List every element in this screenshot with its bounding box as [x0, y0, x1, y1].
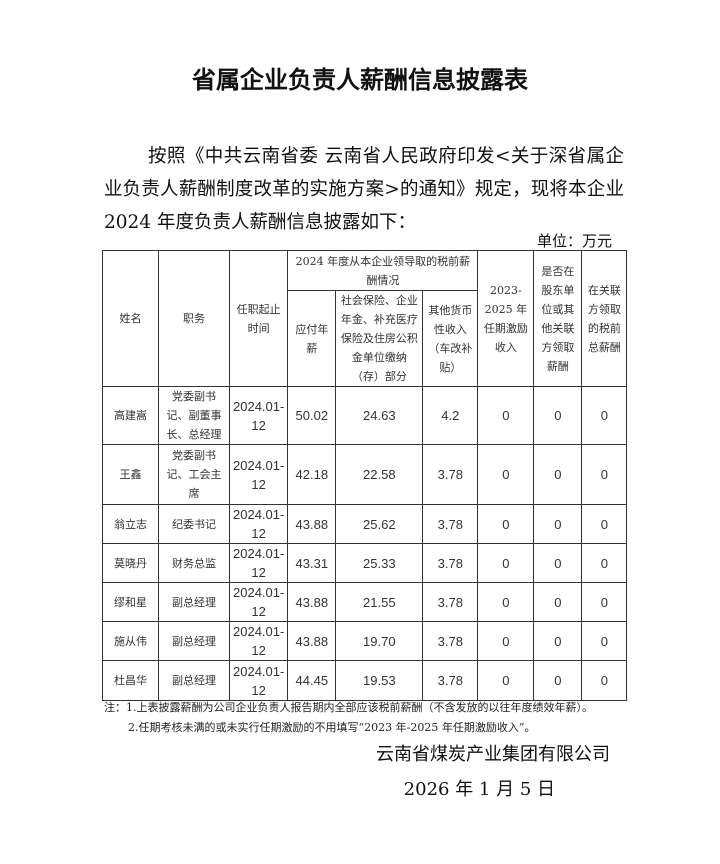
unit-label: 单位：万元	[536, 232, 612, 250]
cell-incentive: 0	[477, 444, 535, 505]
table-row: 莫晓丹 财务总监 2024.01-12 43.31 25.33 3.78 0 0 0	[102, 543, 628, 583]
cell-other: 3.78	[422, 444, 479, 505]
cell-name: 王鑫	[102, 444, 159, 505]
cell-related: 0	[581, 444, 628, 505]
cell-salary: 50.02	[287, 386, 337, 445]
cell-other: 3.78	[422, 621, 479, 661]
cell-salary: 43.88	[287, 504, 337, 544]
cell-related: 0	[581, 582, 628, 622]
notes: 注：1.上表披露薪酬为公司企业负责人报告期内全部应该税前薪酬（不含发放的以往年度…	[104, 698, 593, 738]
cell-incentive: 0	[477, 504, 535, 544]
note-2: 2.任期考核未满的或未实行任期激励的不用填写“2023 年-2025 年任期激励…	[128, 721, 536, 734]
cell-term: 2024.01-12	[228, 444, 289, 505]
cell-name: 缪和星	[102, 582, 159, 622]
table-row: 高建嵩 党委副书记、副董事长、总经理 2024.01-12 50.02 24.63 4.2…	[102, 386, 628, 445]
table-row: 杜昌华 副总经理 2024.01-12 44.45 19.53 3.78 0 0 0	[102, 660, 628, 701]
cell-incentive: 0	[477, 582, 535, 622]
signature: 云南省煤炭产业集团有限公司	[376, 744, 610, 765]
header-shareholder: 是否在股东单位或其他关联方领取薪酬	[533, 250, 583, 387]
cell-insurance: 21.55	[335, 582, 424, 622]
header-term: 任职起止时间	[228, 250, 289, 387]
cell-term: 2024.01-12	[228, 386, 289, 445]
cell-salary: 43.31	[287, 543, 337, 583]
header-related: 在关联方领取的税前总薪酬	[581, 250, 628, 387]
salary-table: 姓名 职务 任职起止时间 2024 年度从本企业领导取的税前薪酬情况 2023-…	[102, 250, 628, 701]
header-other: 其他货币性收入（车改补贴）	[422, 290, 479, 387]
cell-shareholder: 0	[533, 543, 583, 583]
cell-name: 莫晓丹	[102, 543, 159, 583]
cell-position: 副总经理	[158, 621, 230, 661]
cell-shareholder: 0	[533, 444, 583, 505]
cell-shareholder: 0	[533, 582, 583, 622]
date: 2026 年 1 月 5 日	[403, 779, 555, 800]
note-1: 注：1.上表披露薪酬为公司企业负责人报告期内全部应该税前薪酬（不含发放的以往年度…	[104, 701, 593, 714]
cell-name: 施从伟	[102, 621, 159, 661]
cell-insurance: 22.58	[335, 444, 424, 505]
cell-other: 3.78	[422, 543, 479, 583]
cell-position: 纪委书记	[158, 504, 230, 544]
header-salary: 应付年薪	[287, 290, 337, 387]
cell-incentive: 0	[477, 386, 535, 445]
cell-insurance: 25.33	[335, 543, 424, 583]
cell-incentive: 0	[477, 543, 535, 583]
cell-term: 2024.01-12	[228, 660, 289, 701]
cell-term: 2024.01-12	[228, 582, 289, 622]
cell-other: 3.78	[422, 504, 479, 544]
table-row: 缪和星 副总经理 2024.01-12 43.88 21.55 3.78 0 0 0	[102, 582, 628, 622]
cell-shareholder: 0	[533, 660, 583, 701]
cell-position: 副总经理	[158, 582, 230, 622]
header-name: 姓名	[102, 250, 159, 387]
cell-position: 党委副书记、工会主席	[158, 444, 230, 505]
cell-insurance: 19.53	[335, 660, 424, 701]
cell-term: 2024.01-12	[228, 621, 289, 661]
cell-other: 3.78	[422, 582, 479, 622]
cell-position: 财务总监	[158, 543, 230, 583]
page-title: 省属企业负责人薪酬信息披露表	[192, 66, 528, 94]
header-incentive: 2023-2025 年任期激励收入	[477, 250, 535, 387]
cell-related: 0	[581, 621, 628, 661]
cell-name: 杜昌华	[102, 660, 159, 701]
cell-related: 0	[581, 504, 628, 544]
cell-salary: 43.88	[287, 621, 337, 661]
cell-position: 党委副书记、副董事长、总经理	[158, 386, 230, 445]
header-insurance: 社会保险、企业年金、补充医疗保险及住房公积金单位缴纳（存）部分	[335, 290, 424, 387]
cell-salary: 44.45	[287, 660, 337, 701]
table-row: 王鑫 党委副书记、工会主席 2024.01-12 42.18 22.58 3.78 0 0 0	[102, 444, 628, 505]
cell-term: 2024.01-12	[228, 543, 289, 583]
header-position: 职务	[158, 250, 230, 387]
intro-paragraph: 按照《中共云南省委 云南省人民政府印发<关于深省属企业负责人薪酬制度改革的实施方…	[104, 146, 624, 233]
cell-salary: 43.88	[287, 582, 337, 622]
cell-other: 4.2	[422, 386, 479, 445]
cell-term: 2024.01-12	[228, 504, 289, 544]
cell-other: 3.78	[422, 660, 479, 701]
cell-related: 0	[581, 543, 628, 583]
cell-position: 副总经理	[158, 660, 230, 701]
header-group: 2024 年度从本企业领导取的税前薪酬情况	[287, 250, 479, 291]
cell-related: 0	[581, 386, 628, 445]
cell-shareholder: 0	[533, 621, 583, 661]
cell-insurance: 24.63	[335, 386, 424, 445]
table-row: 施从伟 副总经理 2024.01-12 43.88 19.70 3.78 0 0 0	[102, 621, 628, 661]
cell-related: 0	[581, 660, 628, 701]
cell-salary: 42.18	[287, 444, 337, 505]
table-row: 翁立志 纪委书记 2024.01-12 43.88 25.62 3.78 0 0 0	[102, 504, 628, 544]
cell-name: 高建嵩	[102, 386, 159, 445]
cell-insurance: 25.62	[335, 504, 424, 544]
cell-insurance: 19.70	[335, 621, 424, 661]
cell-name: 翁立志	[102, 504, 159, 544]
cell-incentive: 0	[477, 660, 535, 701]
cell-shareholder: 0	[533, 504, 583, 544]
cell-shareholder: 0	[533, 386, 583, 445]
cell-incentive: 0	[477, 621, 535, 661]
